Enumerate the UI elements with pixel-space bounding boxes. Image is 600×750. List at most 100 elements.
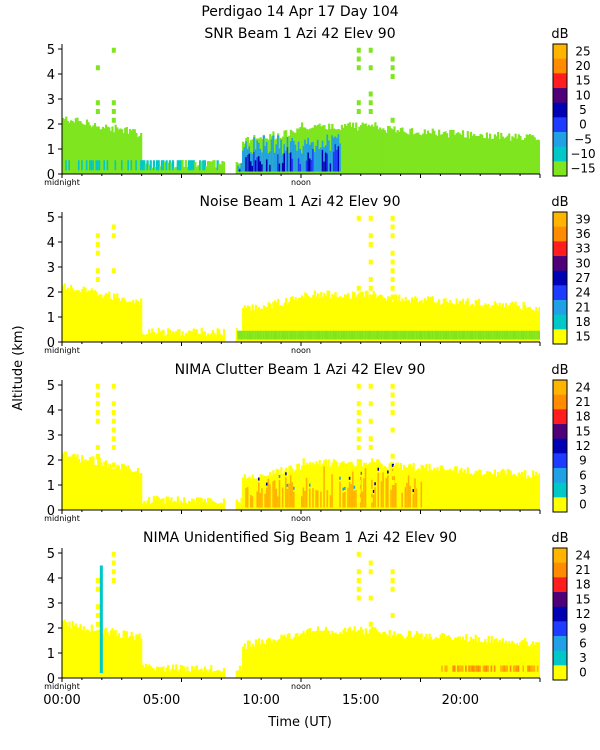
field-column	[382, 128, 385, 174]
field-column	[519, 474, 522, 510]
colorbar-unit: dB	[551, 27, 568, 42]
field-column	[431, 470, 434, 510]
field-column	[299, 469, 302, 510]
field-clutter	[361, 491, 364, 508]
x-tick-label: 10:00	[242, 693, 279, 708]
field-core-strong	[334, 144, 337, 172]
field-column	[165, 496, 168, 510]
field-low-band	[506, 330, 509, 340]
field-column	[288, 301, 291, 342]
y-tick-label: 3	[47, 93, 55, 108]
field-clutter-streak	[374, 482, 377, 486]
field-column	[270, 475, 273, 510]
field-column	[124, 127, 127, 174]
field-low-band	[487, 330, 490, 340]
field-column	[117, 633, 120, 678]
colorbar-unit: dB	[551, 363, 568, 378]
field-column	[149, 503, 152, 510]
field-low-band	[466, 330, 469, 340]
field-column	[173, 669, 176, 678]
field-column	[112, 132, 116, 174]
field-column	[101, 465, 105, 510]
field-column	[385, 634, 388, 678]
field-low-band	[267, 330, 270, 340]
field-column	[186, 332, 189, 342]
colorbar-swatch	[553, 44, 567, 60]
field-streak	[95, 630, 100, 636]
field-column	[344, 294, 347, 342]
colorbar-swatch	[553, 270, 567, 286]
field-column	[438, 470, 441, 510]
field-column	[490, 138, 493, 174]
field-column	[479, 133, 482, 174]
field-column	[379, 127, 382, 174]
field-column	[278, 305, 281, 342]
field-column	[246, 640, 250, 678]
field-streak	[390, 613, 395, 618]
field-streak	[111, 569, 116, 575]
field-column	[310, 632, 313, 678]
field-column	[401, 298, 404, 342]
field-column	[383, 298, 387, 342]
field-column	[401, 469, 404, 510]
field-streak	[111, 578, 116, 583]
field-column	[133, 129, 136, 174]
field-streak	[95, 268, 100, 274]
field-low-band	[337, 330, 340, 340]
colorbar-swatch	[553, 548, 567, 564]
field-signal	[457, 665, 460, 672]
field-column	[87, 290, 90, 342]
field-column	[431, 640, 434, 678]
field-streak	[111, 233, 116, 239]
field-core	[285, 150, 288, 172]
field-core-strong	[254, 160, 257, 172]
field-column	[490, 305, 493, 342]
field-column	[442, 298, 445, 342]
field-signal	[465, 665, 468, 672]
field-column	[296, 632, 299, 678]
field-column	[141, 664, 144, 678]
field-column	[95, 465, 98, 510]
field-column	[428, 464, 431, 510]
field-low-band	[165, 160, 168, 171]
y-tick-label: 5	[47, 211, 55, 226]
field-column	[273, 300, 277, 342]
field-column	[122, 463, 125, 510]
field-column	[125, 466, 128, 510]
field-column	[463, 304, 466, 342]
field-column	[82, 626, 85, 678]
field-column	[525, 134, 528, 174]
field-streak	[111, 100, 116, 106]
field-streak	[111, 224, 116, 230]
field-column	[280, 305, 283, 342]
field-column	[469, 304, 473, 342]
field-low-band	[512, 330, 516, 340]
panel-3: NIMA Clutter Beam 1 Azi 42 Elev 90012345…	[44, 362, 590, 523]
field-column	[395, 635, 398, 678]
field-core-strong	[289, 152, 293, 172]
field-column	[442, 633, 445, 678]
field-streak	[356, 410, 361, 415]
field-column	[504, 302, 508, 342]
field-column	[442, 132, 445, 174]
field-column	[436, 136, 439, 174]
field-streak	[356, 586, 361, 592]
field-column	[304, 634, 307, 678]
field-low-band	[345, 330, 348, 340]
field-column	[463, 137, 466, 174]
field-column	[213, 160, 216, 174]
field-low-band	[452, 330, 455, 340]
field-column	[533, 475, 536, 510]
field-column	[265, 639, 269, 678]
field-column	[383, 466, 387, 510]
field-column	[194, 329, 197, 342]
field-column	[445, 469, 449, 510]
field-column	[463, 639, 466, 678]
field-column	[308, 298, 312, 342]
field-column	[428, 297, 431, 342]
colorbar-swatch	[553, 394, 567, 410]
field-streak	[356, 109, 361, 114]
field-low-band	[168, 160, 171, 171]
field-column	[496, 642, 500, 678]
field-column	[62, 285, 65, 342]
